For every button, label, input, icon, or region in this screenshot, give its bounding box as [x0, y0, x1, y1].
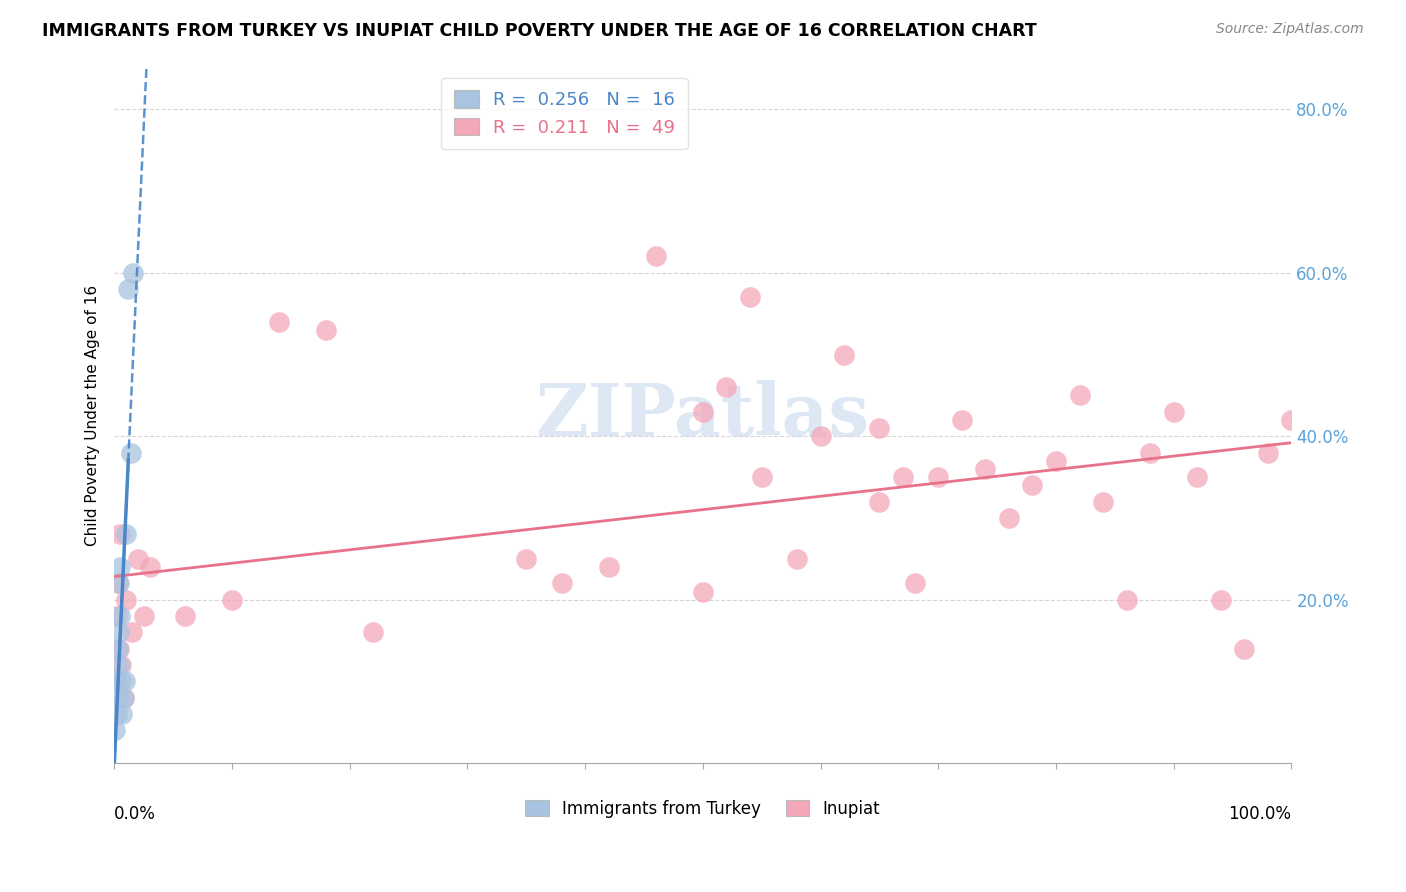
Point: [104, 674, 127, 689]
Point: [120, 445, 142, 459]
Point: [692, 584, 714, 599]
Point: [644, 250, 666, 264]
Point: [108, 527, 131, 541]
Point: [1115, 592, 1137, 607]
Point: [786, 551, 808, 566]
Point: [1139, 445, 1161, 459]
Point: [132, 609, 155, 624]
Point: [832, 347, 855, 361]
Point: [112, 690, 135, 705]
Point: [1021, 478, 1043, 492]
Point: [974, 462, 997, 476]
Point: [598, 560, 620, 574]
Point: [105, 609, 128, 624]
Point: [104, 723, 127, 738]
Point: [108, 576, 131, 591]
Point: [138, 560, 160, 574]
Point: [110, 674, 132, 689]
Point: [716, 380, 738, 394]
Point: [904, 576, 927, 591]
Text: 100.0%: 100.0%: [1229, 805, 1292, 822]
Point: [121, 625, 143, 640]
Point: [751, 470, 773, 484]
Point: [891, 470, 914, 484]
Point: [1257, 445, 1279, 459]
Point: [114, 674, 136, 689]
Point: [1045, 454, 1067, 468]
Point: [107, 576, 129, 591]
Text: 0.0%: 0.0%: [114, 805, 156, 822]
Legend: Immigrants from Turkey, Inupiat: Immigrants from Turkey, Inupiat: [519, 793, 887, 824]
Point: [107, 641, 129, 656]
Y-axis label: Child Poverty Under the Age of 16: Child Poverty Under the Age of 16: [86, 285, 100, 547]
Point: [105, 674, 128, 689]
Point: [1281, 413, 1303, 427]
Point: [810, 429, 832, 443]
Point: [950, 413, 973, 427]
Point: [868, 421, 890, 435]
Point: [173, 609, 195, 624]
Point: [1069, 388, 1091, 402]
Point: [105, 707, 128, 722]
Point: [267, 315, 290, 329]
Point: [110, 658, 132, 673]
Point: [1092, 494, 1115, 508]
Text: IMMIGRANTS FROM TURKEY VS INUPIAT CHILD POVERTY UNDER THE AGE OF 16 CORRELATION : IMMIGRANTS FROM TURKEY VS INUPIAT CHILD …: [42, 22, 1038, 40]
Point: [998, 511, 1021, 525]
Point: [361, 625, 384, 640]
Point: [117, 282, 139, 296]
Text: Source: ZipAtlas.com: Source: ZipAtlas.com: [1216, 22, 1364, 37]
Point: [738, 290, 761, 304]
Point: [868, 494, 890, 508]
Point: [1187, 470, 1209, 484]
Point: [1163, 405, 1185, 419]
Point: [315, 323, 337, 337]
Point: [221, 592, 243, 607]
Point: [127, 551, 149, 566]
Point: [111, 707, 134, 722]
Point: [108, 625, 131, 640]
Point: [108, 658, 131, 673]
Point: [115, 592, 138, 607]
Point: [1233, 641, 1256, 656]
Point: [108, 609, 131, 624]
Point: [112, 690, 135, 705]
Point: [550, 576, 572, 591]
Point: [515, 551, 537, 566]
Point: [692, 405, 714, 419]
Point: [927, 470, 949, 484]
Point: [1209, 592, 1232, 607]
Text: ZIPatlas: ZIPatlas: [536, 380, 870, 451]
Point: [108, 641, 131, 656]
Point: [122, 266, 145, 280]
Point: [107, 690, 129, 705]
Point: [108, 560, 131, 574]
Point: [115, 527, 138, 541]
